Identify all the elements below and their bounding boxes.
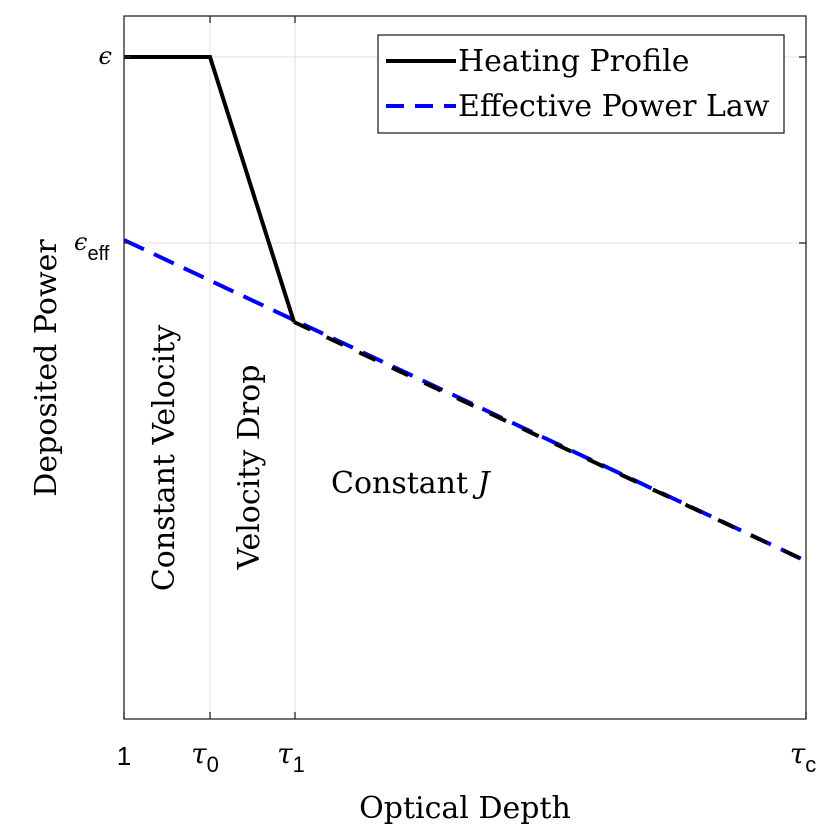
legend-label-effective-power-law: Effective Power Law	[458, 89, 770, 124]
tick-marks	[123, 16, 807, 719]
series-heating-profile-line	[124, 55, 296, 323]
legend-label-heating-profile: Heating Profile	[458, 44, 689, 79]
axes-box	[123, 15, 807, 720]
y-tick-label-epsilon: ϵ	[99, 42, 112, 70]
annotation-constant-j: Constant J	[331, 466, 492, 501]
y-tick-labels: ϵ ϵeff	[74, 42, 112, 265]
x-tick-label-tauc: τc	[790, 737, 817, 777]
x-tick-label-tau0: τ0	[191, 737, 219, 777]
annotation-velocity-drop: Velocity Drop	[232, 365, 267, 571]
x-tick-label-tau1: τ1	[277, 737, 305, 777]
annotation-constant-velocity: Constant Velocity	[147, 325, 182, 591]
x-tick-labels: 1 τ0 τ1 τc	[117, 737, 816, 777]
legend: Heating Profile Effective Power Law	[377, 34, 785, 134]
series-heating-profile-tail	[293, 320, 807, 563]
legend-box	[377, 34, 785, 134]
y-axis-label: Deposited Power	[29, 239, 64, 497]
x-tick-label-1: 1	[117, 741, 131, 771]
x-axis-label: Optical Depth	[359, 791, 571, 826]
y-tick-label-epsilon-eff: ϵeff	[74, 228, 110, 265]
